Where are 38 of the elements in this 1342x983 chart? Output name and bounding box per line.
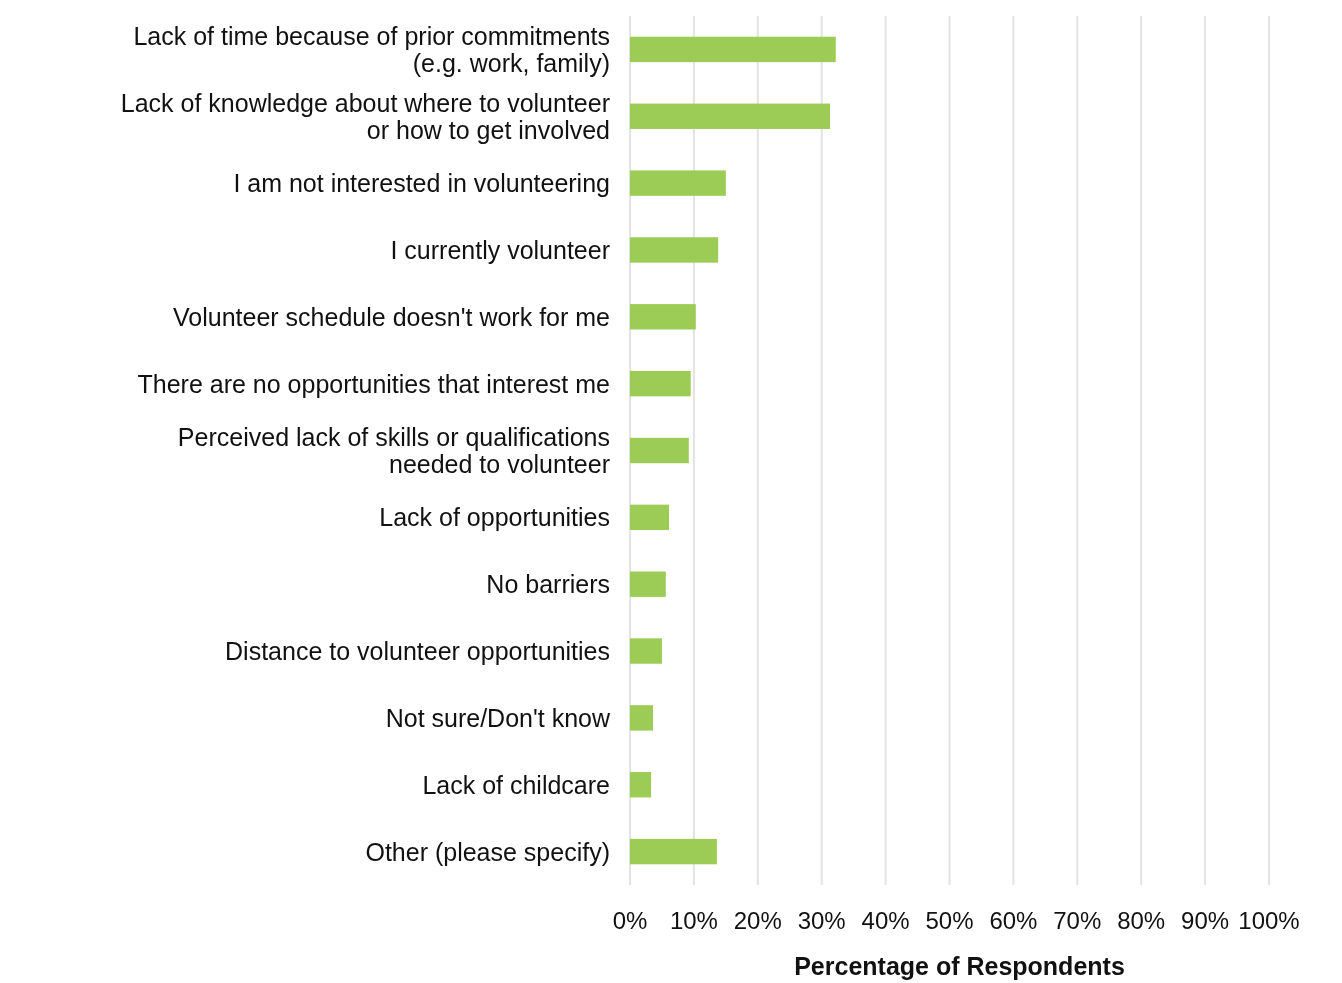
y-tick-label: No barriers: [486, 570, 610, 599]
y-tick-label: Other (please specify): [365, 837, 610, 866]
bar: [630, 36, 836, 63]
x-tick-label: 0%: [612, 906, 648, 934]
bar: [630, 103, 831, 129]
y-tick-label: Lack of childcare: [422, 770, 610, 799]
y-tick-label: Volunteer schedule doesn't work for me: [173, 302, 610, 331]
bar: [630, 838, 717, 865]
y-tick-label: Distance to volunteer opportunities: [225, 637, 610, 666]
bar: [630, 170, 726, 196]
y-tick-label: Lack of knowledge about where to volunteer or how to get involved: [120, 88, 610, 144]
bar: [630, 237, 719, 263]
x-tick-label: 30%: [797, 906, 846, 934]
bar: [630, 504, 669, 531]
bar: [630, 304, 696, 330]
bar: [630, 638, 662, 664]
bar: [630, 772, 652, 798]
y-tick-label: Lack of opportunities: [379, 503, 610, 532]
x-tick-label: 40%: [861, 906, 910, 934]
x-tick-label: 60%: [989, 906, 1038, 934]
x-tick-label: 70%: [1053, 906, 1102, 934]
y-tick-label: Not sure/Don't know: [385, 703, 611, 732]
y-tick-label: I am not interested in volunteering: [233, 169, 610, 198]
y-tick-label: Perceived lack of skills or qualifications needed to volunteer: [177, 423, 610, 478]
bar: [630, 437, 689, 464]
x-axis-title: Percentage of Respondents: [794, 952, 1125, 980]
y-tick-label: I currently volunteer: [390, 235, 610, 264]
x-tick-label: 100%: [1238, 906, 1300, 934]
bar: [630, 571, 666, 597]
y-tick-label: There are no opportunities that interest me: [137, 369, 610, 398]
x-tick-label: 50%: [925, 906, 974, 934]
x-tick-label: 20%: [733, 906, 782, 934]
bar: [630, 370, 691, 397]
x-tick-label: 10%: [669, 906, 718, 934]
x-tick-label: 80%: [1117, 906, 1166, 934]
bar: [630, 705, 653, 731]
x-tick-label: 90%: [1181, 906, 1230, 934]
y-tick-label: Lack of time because of prior commitments (e.g. work, family): [133, 21, 610, 77]
